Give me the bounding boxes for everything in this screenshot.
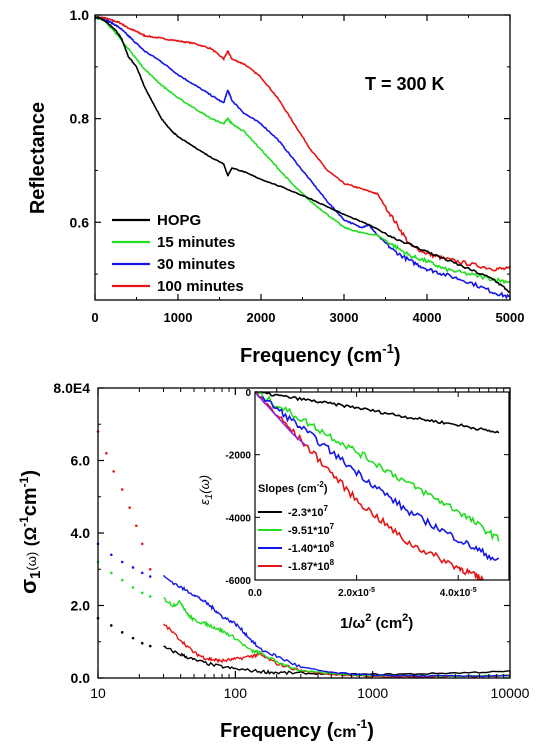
reflectance-series-hopg [94, 15, 511, 294]
reflectance-panel: 0 1000 2000 3000 4000 5000 1.0 0.8 0.6 Reflectan… [27, 7, 524, 367]
inset-xtick-label: 2.0x10-5 [338, 587, 375, 599]
extrapolation-point-hopg [131, 636, 135, 640]
extrapolation-point-15-minutes [140, 591, 144, 595]
reflectance-series-15-minutes [94, 16, 511, 285]
conductivity-ytick-label: 2.0 [71, 598, 91, 614]
inset-ytick-label: -2000 [225, 451, 251, 462]
reflectance-xlabel: Frequency (cm-1) [240, 341, 401, 367]
conductivity-ticks: 10 100 1000 10000 0.0 2.0 4.0 6.0 8.0E4 [53, 380, 529, 701]
inset-series-hopg [255, 391, 500, 434]
extrapolation-point-15-minutes [148, 595, 152, 598]
extrapolation-point-100-minutes [140, 542, 144, 546]
extrapolation-point-30-minutes [140, 571, 144, 575]
extrapolation-point-30-minutes [131, 566, 135, 569]
conductivity-xtick-label: 10 [90, 685, 106, 701]
reflectance-xtick-label: 5000 [496, 310, 525, 325]
inset-steep-segment [254, 391, 307, 446]
extrapolation-point-100-minutes [134, 524, 138, 528]
legend-label-hopg: HOPG [157, 212, 201, 229]
inset-series-15-minutes [254, 391, 500, 542]
inset-xlabel: 1/ω2 (cm2) [340, 612, 413, 632]
extrapolation-point-hopg [140, 641, 144, 645]
temperature-annotation: T = 300 K [365, 74, 445, 94]
reflectance-xtick-label: 0 [91, 310, 98, 325]
extrapolation-point-hopg [148, 644, 152, 648]
inset-legend: Slopes (cm-2) -2.3*107 -9.51*107 -1.40*108… [258, 480, 335, 573]
reflectance-legend: HOPG 15 minutes 30 minutes 100 minutes [112, 212, 244, 295]
conductivity-series-hopg [163, 645, 511, 676]
extrapolation-point-15-minutes [110, 571, 113, 575]
inset-legend-title: Slopes (cm-2) [258, 480, 328, 495]
inset-ytick-label: -4000 [225, 513, 251, 524]
extrapolation-point-100-minutes [105, 451, 108, 455]
conductivity-series-30-minutes [162, 574, 511, 678]
inset-legend-label-100-minutes: -1.87*108 [288, 558, 335, 573]
extrapolation-point-100-minutes [148, 567, 152, 571]
conductivity-ylabel: σ1(ω) (Ω-1cm-1) [16, 470, 44, 594]
extrapolation-point-15-minutes [120, 578, 124, 582]
legend-label-100-minutes: 100 minutes [157, 278, 244, 295]
extrapolation-point-15-minutes [131, 586, 135, 589]
inset-ticks: 0.0 2.0x10-5 4.0x10-5 0 -2000 -4000 -6000 [225, 388, 509, 599]
conductivity-ytick-label: 6.0 [71, 453, 91, 469]
reflectance-ytick-label: 0.8 [70, 111, 90, 127]
reflectance-ylabel: Reflectance [27, 102, 49, 214]
conductivity-ytick-label: 4.0 [71, 525, 91, 541]
reflectance-xtick-label: 2000 [247, 310, 276, 325]
extrapolation-point-hopg [110, 624, 113, 627]
epsilon-inset: 0.0 2.0x10-5 4.0x10-5 0 -2000 -4000 -6000 ε1(ω… [197, 388, 510, 632]
reflectance-ytick-label: 0.6 [70, 214, 90, 230]
inset-xtick-label: 0.0 [248, 588, 262, 599]
inset-legend-label-30-minutes: -1.40*108 [288, 540, 335, 555]
reflectance-ytick-label: 1.0 [70, 7, 90, 23]
inset-ytick-label: 0 [245, 388, 251, 399]
reflectance-ticks: 0 1000 2000 3000 4000 5000 1.0 0.8 0.6 [70, 7, 525, 325]
extrapolation-point-100-minutes [120, 488, 124, 491]
conductivity-series-100-minutes [163, 623, 511, 679]
inset-xtick-label: 4.0x10-5 [440, 587, 477, 599]
legend-label-30-minutes: 30 minutes [157, 256, 235, 273]
conductivity-panel: 10 100 1000 10000 0.0 2.0 4.0 6.0 8.0E4 σ1(ω) (Ω… [16, 380, 530, 742]
inset-background [255, 392, 509, 580]
reflectance-xtick-label: 1000 [164, 310, 193, 325]
conductivity-xlabel: Frequency (cm-1) [220, 717, 374, 742]
extrapolation-point-30-minutes [110, 553, 113, 557]
inset-plot-frame [254, 391, 510, 581]
reflectance-xtick-label: 3000 [330, 310, 359, 325]
conductivity-xtick-label: 1000 [357, 685, 388, 701]
reflectance-xtick-label: 4000 [413, 310, 442, 325]
inset-legend-label-15-minutes: -9.51*107 [288, 522, 335, 537]
extrapolation-point-100-minutes [128, 506, 131, 509]
reflectance-series-100-minutes [94, 15, 511, 272]
legend-label-15-minutes: 15 minutes [157, 234, 235, 251]
extrapolation-point-hopg [120, 631, 124, 634]
reflectance-data-layer [94, 15, 511, 300]
extrapolation-point-30-minutes [120, 560, 124, 564]
inset-legend-label-hopg: -2.3*107 [288, 504, 328, 519]
extrapolation-point-100-minutes [112, 470, 115, 473]
reflectance-series-30-minutes [94, 16, 511, 300]
inset-data-layer [254, 391, 500, 582]
inset-ylabel: ε1(ω) [197, 475, 215, 505]
conductivity-xtick-label: 10000 [491, 685, 530, 701]
inset-series-30-minutes [254, 391, 500, 562]
extrapolation-point-30-minutes [148, 575, 152, 578]
conductivity-ytick-label: 0.0 [71, 670, 91, 686]
conductivity-ytick-label: 8.0E4 [53, 380, 90, 396]
conductivity-xtick-label: 100 [224, 685, 248, 701]
inset-ytick-label: -6000 [225, 576, 251, 587]
